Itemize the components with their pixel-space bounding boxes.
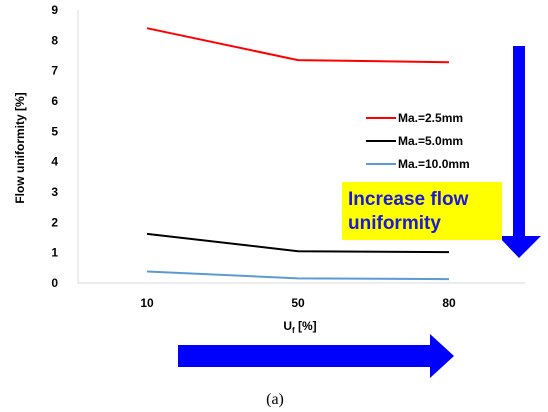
annotation-line2: uniformity (348, 213, 441, 234)
y-tick-label: 9 (51, 3, 58, 17)
legend-label: Ma.=2.5mm (398, 111, 463, 125)
annotation-box (342, 182, 502, 240)
x-axis-title-unit: [%] (295, 319, 317, 333)
y-tick-label: 4 (51, 155, 58, 169)
series-lines (146, 27, 450, 281)
y-tick-label: 5 (51, 124, 58, 138)
y-tick-label: 6 (51, 94, 58, 108)
y-tick-label: 8 (51, 33, 58, 47)
y-axis-title: Flow uniformity [%] (13, 92, 27, 203)
y-tick-label: 2 (51, 215, 58, 229)
x-axis-title-main: U (283, 319, 292, 333)
x-tick-label: 50 (291, 296, 305, 310)
legend: Ma.=2.5mm Ma.=5.0mm Ma.=10.0mm (366, 111, 470, 171)
y-tick-label: 1 (51, 246, 58, 260)
legend-label: Ma.=10.0mm (398, 157, 470, 171)
series-line (146, 232, 450, 254)
x-axis-title: Uf [%] (283, 319, 316, 335)
series-line (146, 27, 450, 64)
down-arrow-icon (498, 46, 541, 258)
figure-caption: (a) (266, 391, 284, 408)
tick-labels: 0 1 2 3 4 5 6 7 8 9 10 50 80 (51, 3, 456, 310)
x-tick-label: 80 (442, 296, 456, 310)
x-axis-title-subscript: f (292, 326, 295, 335)
annotation-line1: Increase flow (348, 189, 469, 210)
right-arrow-icon (178, 334, 454, 378)
y-tick-label: 3 (51, 185, 58, 199)
y-tick-label: 7 (51, 64, 58, 78)
series-line (146, 270, 450, 281)
legend-label: Ma.=5.0mm (398, 134, 463, 148)
y-tick-label: 0 (51, 276, 58, 290)
x-tick-label: 10 (140, 296, 154, 310)
